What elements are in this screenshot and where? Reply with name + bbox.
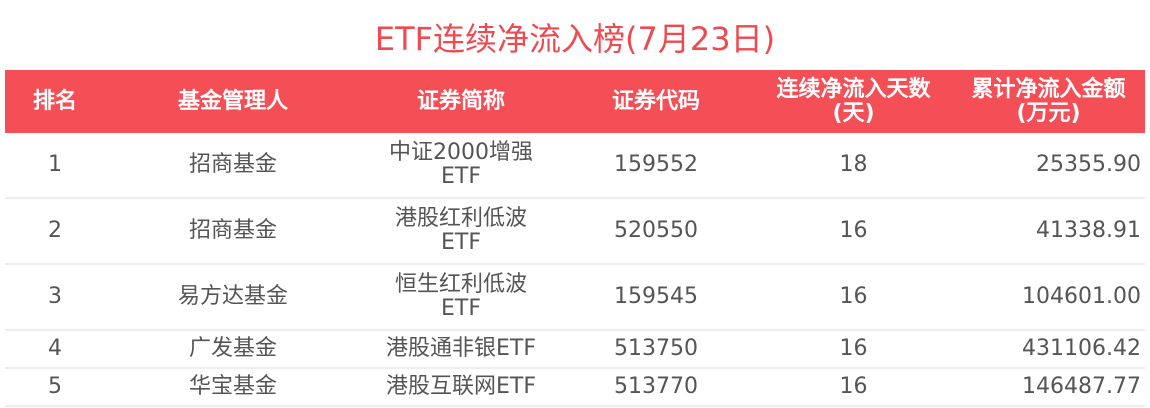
table-row: 1 招商基金 中证2000增强 ETF 159552 18 25355.90 [5,133,1145,199]
cell-text: 5 [48,374,62,399]
cell-text: 广发基金 [188,336,277,361]
cell-text: ETF [441,164,481,189]
name-cell: 港股红利低波 ETF [361,198,561,265]
cell-text: 513750 [614,336,698,361]
table-row: 2 招商基金 港股红利低波 ETF 520550 16 41338.91 [5,198,1145,265]
name-cell: 港股通非银ETF [361,330,561,369]
cell-text: 中证2000增强 [389,140,533,165]
cell-text: 港股互联网ETF [386,374,536,399]
cell-text: ETF [441,296,481,321]
cell-text: 520550 [614,218,698,243]
cell-text: 华宝基金 [188,374,277,399]
cell-text: 25355.90 [1036,152,1141,177]
manager-cell: 招商基金 [105,133,361,199]
rank-cell: 5 [5,368,105,407]
manager-cell: 华宝基金 [105,368,361,407]
name-cell: 恒生红利低波 ETF [361,264,561,331]
cell-text: 159552 [614,152,698,177]
cell-text: 146487.77 [1022,374,1141,399]
cell-text: 16 [839,374,868,399]
amount-cell: 431106.42 [956,330,1145,369]
table-row: 3 易方达基金 恒生红利低波 ETF 159545 16 104601.00 [5,264,1145,331]
code-cell: 513770 [561,368,751,407]
cell-text: 431106.42 [1022,336,1141,361]
cell-text: 16 [839,284,868,309]
header-row: 排名 基金管理人 证券简称 证券代码 连续净流入天数 (天) 累计净流入金额 (万元… [5,70,1145,133]
cell-text: 41338.91 [1036,218,1141,243]
header-code: 证券代码 [561,70,751,133]
header-rank: 排名 [5,70,105,133]
cell-text: 易方达基金 [177,284,288,309]
amount-cell: 104601.00 [956,264,1145,331]
cell-text: ETF [441,230,481,255]
header-amount-line2: (万元) [1016,100,1081,126]
cell-text: 恒生红利低波 [394,272,527,297]
days-cell: 16 [751,330,956,369]
rank-cell: 4 [5,330,105,369]
cell-text: 513770 [614,374,698,399]
table-row: 4 广发基金 港股通非银ETF 513750 16 431106.42 [5,330,1145,369]
cell-text: 159545 [614,284,698,309]
name-cell: 港股互联网ETF [361,368,561,407]
header-days-line1: 连续净流入天数 [776,76,931,102]
rank-cell: 1 [5,133,105,199]
cell-text: 4 [48,336,62,361]
header-name: 证券简称 [361,70,561,133]
amount-cell: 41338.91 [956,198,1145,265]
code-cell: 520550 [561,198,751,265]
cell-text: 港股红利低波 [394,206,527,231]
cell-text: 2 [48,218,62,243]
manager-cell: 广发基金 [105,330,361,369]
cell-text: 港股通非银ETF [386,336,536,361]
header-amount: 累计净流入金额 (万元) [956,70,1145,133]
cell-text: 招商基金 [188,152,277,177]
table-row: 5 华宝基金 港股互联网ETF 513770 16 146487.77 [5,368,1145,407]
days-cell: 18 [751,133,956,199]
cell-text: 1 [48,152,62,177]
header-amount-line1: 累计净流入金额 [971,76,1126,102]
manager-cell: 易方达基金 [105,264,361,331]
code-cell: 513750 [561,330,751,369]
cell-text: 16 [839,218,868,243]
header-days: 连续净流入天数 (天) [751,70,956,133]
cell-text: 16 [839,336,868,361]
header-days-line2: (天) [832,100,875,126]
rank-cell: 3 [5,264,105,331]
rank-cell: 2 [5,198,105,265]
code-cell: 159552 [561,133,751,199]
name-cell: 中证2000增强 ETF [361,133,561,199]
page-title: ETF连续净流入榜(7月23日) [374,20,776,58]
amount-cell: 146487.77 [956,368,1145,407]
cell-text: 18 [839,152,868,177]
code-cell: 159545 [561,264,751,331]
days-cell: 16 [751,198,956,265]
cell-text: 3 [48,284,62,309]
amount-cell: 25355.90 [956,133,1145,199]
cell-text: 招商基金 [188,218,277,243]
days-cell: 16 [751,368,956,407]
header-manager: 基金管理人 [105,70,361,133]
etf-table: 排名 基金管理人 证券简称 证券代码 连续净流入天数 (天) 累计净流入金额 (万元… [5,70,1145,407]
cell-text: 104601.00 [1022,284,1141,309]
manager-cell: 招商基金 [105,198,361,265]
days-cell: 16 [751,264,956,331]
